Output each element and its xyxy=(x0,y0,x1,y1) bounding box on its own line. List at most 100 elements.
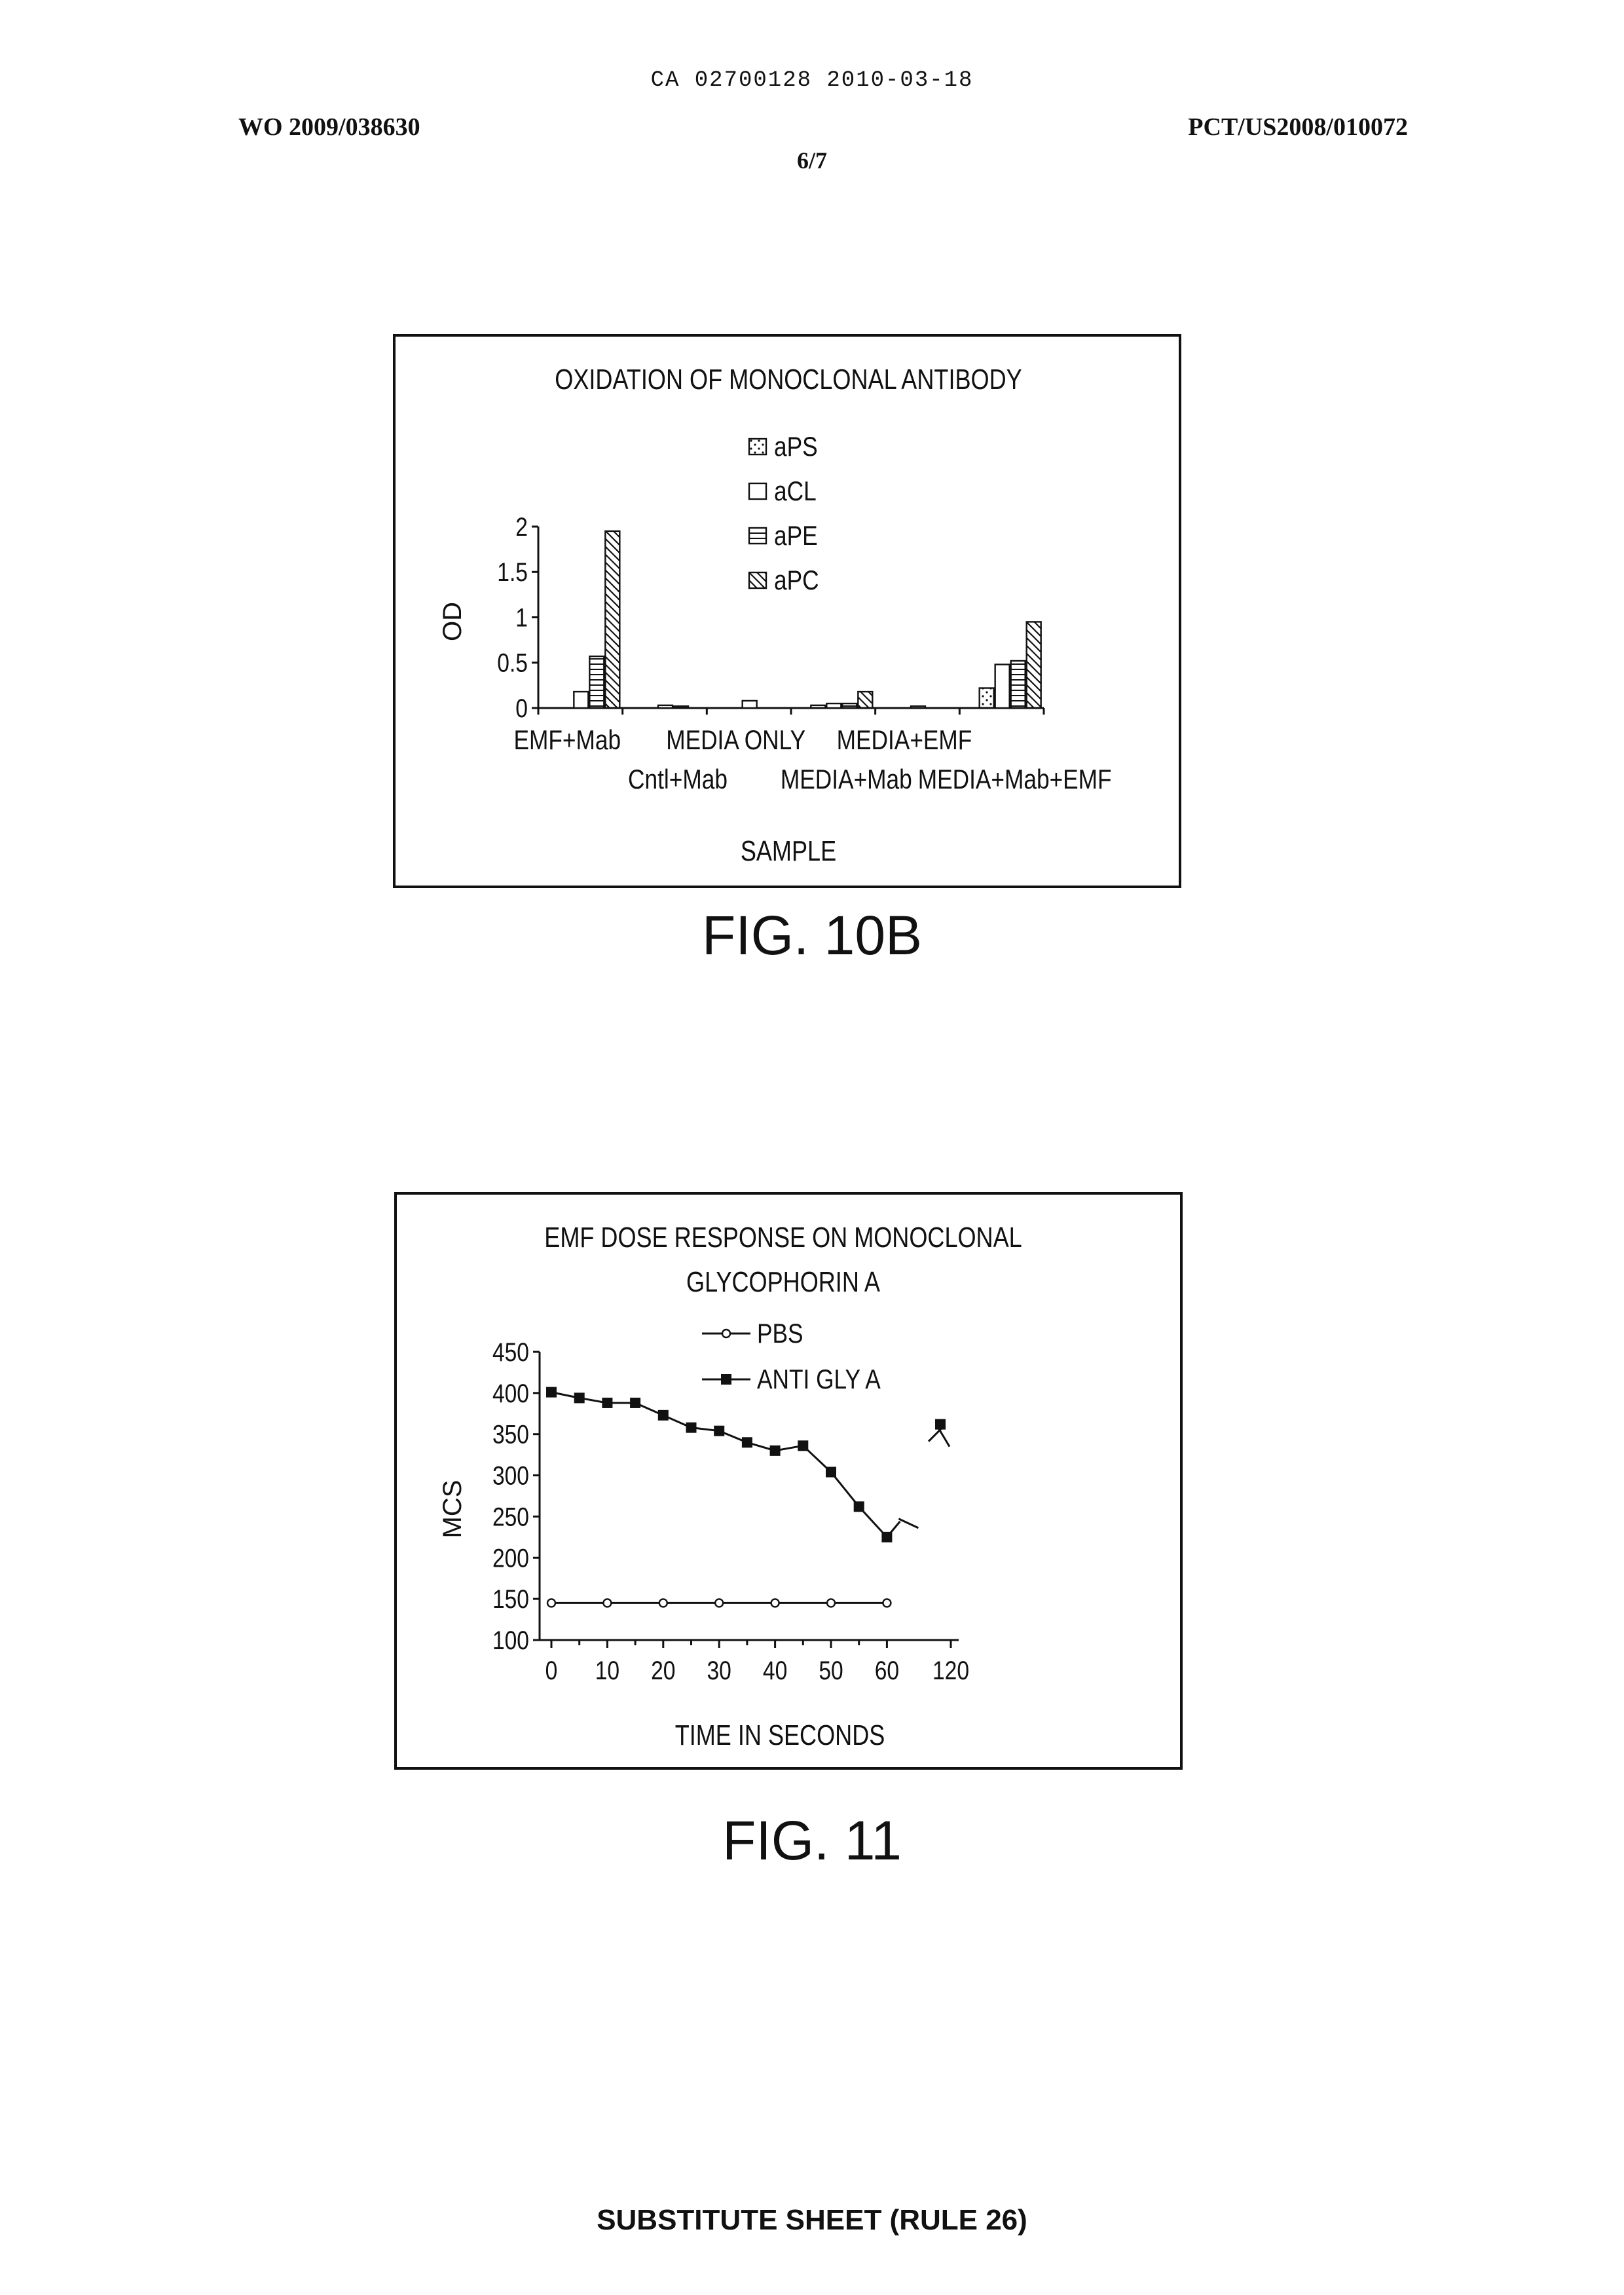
chart1-category-label: MEDIA+EMF xyxy=(837,725,972,756)
document-id: CA 02700128 2010-03-18 xyxy=(0,68,1624,93)
chart2-xtick-label: 60 xyxy=(875,1656,899,1685)
legend-marker-0 xyxy=(722,1330,730,1337)
point-ANTI-GLY-A-4 xyxy=(658,1410,669,1421)
chart2-ytick-label: 400 xyxy=(492,1379,529,1408)
figure-11-box: EMF DOSE RESPONSE ON MONOCLONAL GLYCOPHO… xyxy=(394,1192,1183,1770)
page-number: 6/7 xyxy=(0,147,1624,174)
bar-aPC-5 xyxy=(1027,622,1041,708)
legend-label-aPC: aPC xyxy=(774,565,819,596)
point-ANTI-GLY-A-9 xyxy=(798,1440,808,1451)
bar-aPE-0 xyxy=(589,656,604,708)
chart2-xtick-label: 50 xyxy=(819,1656,843,1685)
chart1-category-label: MEDIA+Mab xyxy=(781,764,912,795)
chart2-xtick-label: 20 xyxy=(651,1656,675,1685)
point-ANTI-GLY-A-12 xyxy=(881,1532,892,1542)
legend-label-0: PBS xyxy=(757,1318,803,1349)
chart2-axes: 100 150 200 250 300 350 400 450 0 10 20 30 40 50 60 120 xyxy=(492,1337,969,1685)
bar-chart: OXIDATION OF MONOCLONAL ANTIBODY aPSaCLa… xyxy=(396,337,1179,886)
point-PBS-4 xyxy=(771,1599,779,1607)
legend-label-aPE: aPE xyxy=(774,521,818,551)
chart1-category-label: MEDIA+Mab+EMF xyxy=(918,764,1112,795)
point-PBS-1 xyxy=(603,1599,611,1607)
chart1-ylabel: OD xyxy=(438,602,467,641)
point-PBS-6 xyxy=(883,1599,891,1607)
chart1-category-labels: EMF+MabCntl+MabMEDIA ONLYMEDIA+MabMEDIA+… xyxy=(514,725,1112,795)
legend-label-aCL: aCL xyxy=(774,476,817,507)
legend-swatch-aPE xyxy=(749,528,766,544)
point-ANTI-GLY-A-5 xyxy=(686,1423,697,1433)
point-PBS-2 xyxy=(659,1599,667,1607)
chart2-ytick-label: 200 xyxy=(492,1544,529,1573)
point-ANTI-GLY-A-13 xyxy=(935,1419,946,1430)
bar-aCL-3 xyxy=(826,703,841,708)
legend-marker-1 xyxy=(721,1374,731,1385)
legend-label-aPS: aPS xyxy=(774,432,818,462)
chart2-legend: PBS ANTI GLY A xyxy=(702,1318,881,1395)
chart1-category-label: Cntl+Mab xyxy=(628,764,728,795)
bar-aPE-5 xyxy=(1011,661,1025,708)
bar-aCL-2 xyxy=(743,701,757,708)
chart2-title-line-2: GLYCOPHORIN A xyxy=(686,1266,880,1298)
point-ANTI-GLY-A-0 xyxy=(546,1387,557,1398)
figure-caption-11: FIG. 11 xyxy=(0,1809,1624,1873)
chart2-xtick-label: 120 xyxy=(932,1656,969,1685)
point-ANTI-GLY-A-7 xyxy=(742,1437,752,1447)
chart1-category-label: MEDIA ONLY xyxy=(666,725,805,756)
line-ANTI-GLY-A xyxy=(551,1392,887,1537)
chart2-ylabel: MCS xyxy=(438,1480,467,1539)
chart2-ytick-label: 300 xyxy=(492,1461,529,1490)
legend-label-1: ANTI GLY A xyxy=(757,1364,881,1395)
chart1-xlabel: SAMPLE xyxy=(741,835,836,867)
bar-aCL-1 xyxy=(658,705,673,708)
chart2-ytick-label: 150 xyxy=(492,1584,529,1613)
chart1-ytick-label: 0.5 xyxy=(497,648,528,677)
application-number: PCT/US2008/010072 xyxy=(1188,113,1408,141)
chart1-ytick-label: 2 xyxy=(515,512,528,541)
bar-aPC-0 xyxy=(605,531,619,708)
chart2-series xyxy=(546,1387,950,1607)
bar-aPC-3 xyxy=(858,692,872,708)
bar-aCL-5 xyxy=(995,665,1010,708)
point-ANTI-GLY-A-8 xyxy=(770,1446,781,1456)
point-PBS-3 xyxy=(715,1599,723,1607)
point-ANTI-GLY-A-1 xyxy=(574,1392,585,1403)
bar-aPE-3 xyxy=(842,703,857,708)
bar-aPE-1 xyxy=(674,706,688,708)
point-ANTI-GLY-A-10 xyxy=(826,1467,836,1478)
chart1-ytick-label: 1.5 xyxy=(497,558,528,587)
point-PBS-5 xyxy=(827,1599,835,1607)
chart2-ytick-label: 450 xyxy=(492,1337,529,1366)
chart2-xtick-label: 30 xyxy=(707,1656,731,1685)
point-ANTI-GLY-A-2 xyxy=(602,1398,612,1408)
bar-aCL-0 xyxy=(574,692,588,708)
chart2-title-line-1: EMF DOSE RESPONSE ON MONOCLONAL xyxy=(544,1222,1022,1254)
line-chart: EMF DOSE RESPONSE ON MONOCLONAL GLYCOPHO… xyxy=(397,1195,1180,1767)
footer-note: SUBSTITUTE SHEET (RULE 26) xyxy=(0,2204,1624,2237)
chart1-legend: aPS aCL aPE aPC xyxy=(749,432,819,596)
chart2-ytick-label: 100 xyxy=(492,1626,529,1654)
figure-10b-box: OXIDATION OF MONOCLONAL ANTIBODY aPSaCLa… xyxy=(393,334,1181,888)
figure-caption-10b: FIG. 10B xyxy=(0,904,1624,967)
point-ANTI-GLY-A-6 xyxy=(714,1426,724,1436)
chart2-xtick-label: 40 xyxy=(763,1656,787,1685)
legend-swatch-aCL xyxy=(749,483,766,499)
chart1-title: OXIDATION OF MONOCLONAL ANTIBODY xyxy=(555,364,1022,396)
chart1-category-label: EMF+Mab xyxy=(514,725,621,756)
bar-aPS-5 xyxy=(980,688,994,708)
legend-swatch-aPS xyxy=(749,439,766,455)
point-PBS-0 xyxy=(547,1599,555,1607)
chart2-ytick-label: 350 xyxy=(492,1420,529,1449)
chart1-ytick-label: 0 xyxy=(515,694,528,722)
bar-aPS-3 xyxy=(811,705,825,708)
bar-aCL-4 xyxy=(911,706,925,708)
chart1-ytick-label: 1 xyxy=(515,603,528,632)
chart2-xtick-label: 10 xyxy=(595,1656,619,1685)
chart2-xlabel: TIME IN SECONDS xyxy=(675,1719,885,1751)
legend-swatch-aPC xyxy=(749,572,766,588)
point-ANTI-GLY-A-3 xyxy=(630,1398,640,1408)
point-ANTI-GLY-A-11 xyxy=(854,1501,864,1512)
publication-number: WO 2009/038630 xyxy=(238,113,420,141)
chart1-bars xyxy=(574,531,1041,708)
chart2-xtick-label: 0 xyxy=(545,1656,558,1685)
chart2-ytick-label: 250 xyxy=(492,1502,529,1531)
